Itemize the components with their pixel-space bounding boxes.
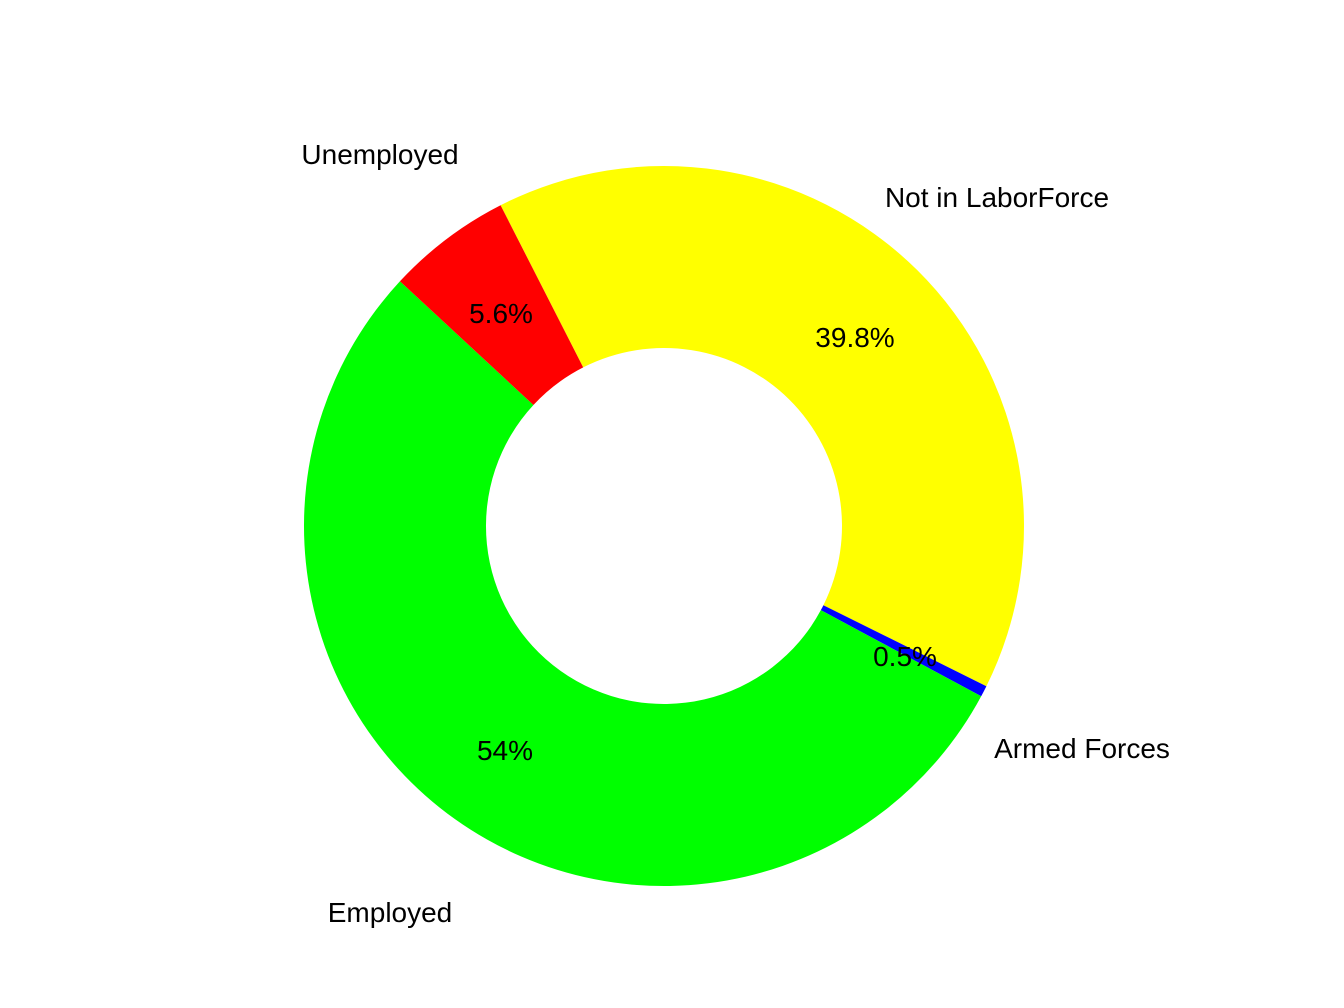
- slice-pct-not-in-laborforce: 39.8%: [815, 322, 895, 353]
- slice-name-armed-forces: Armed Forces: [994, 733, 1170, 764]
- slice-name-not-in-laborforce: Not in LaborForce: [884, 182, 1110, 213]
- slice-unemployed: [399, 205, 584, 406]
- slice-pct-unemployed: 5.6%: [469, 298, 533, 329]
- slice-pct-employed: 54%: [476, 735, 534, 766]
- slice-employed: [303, 281, 982, 887]
- slice-name-employed: Employed: [327, 897, 453, 928]
- slice-armed-forces: [820, 605, 987, 697]
- slice-not-in-laborforce: [500, 166, 1024, 687]
- slice-pct-armed-forces: 0.5%: [873, 641, 937, 672]
- slice-name-unemployed: Unemployed: [301, 139, 459, 170]
